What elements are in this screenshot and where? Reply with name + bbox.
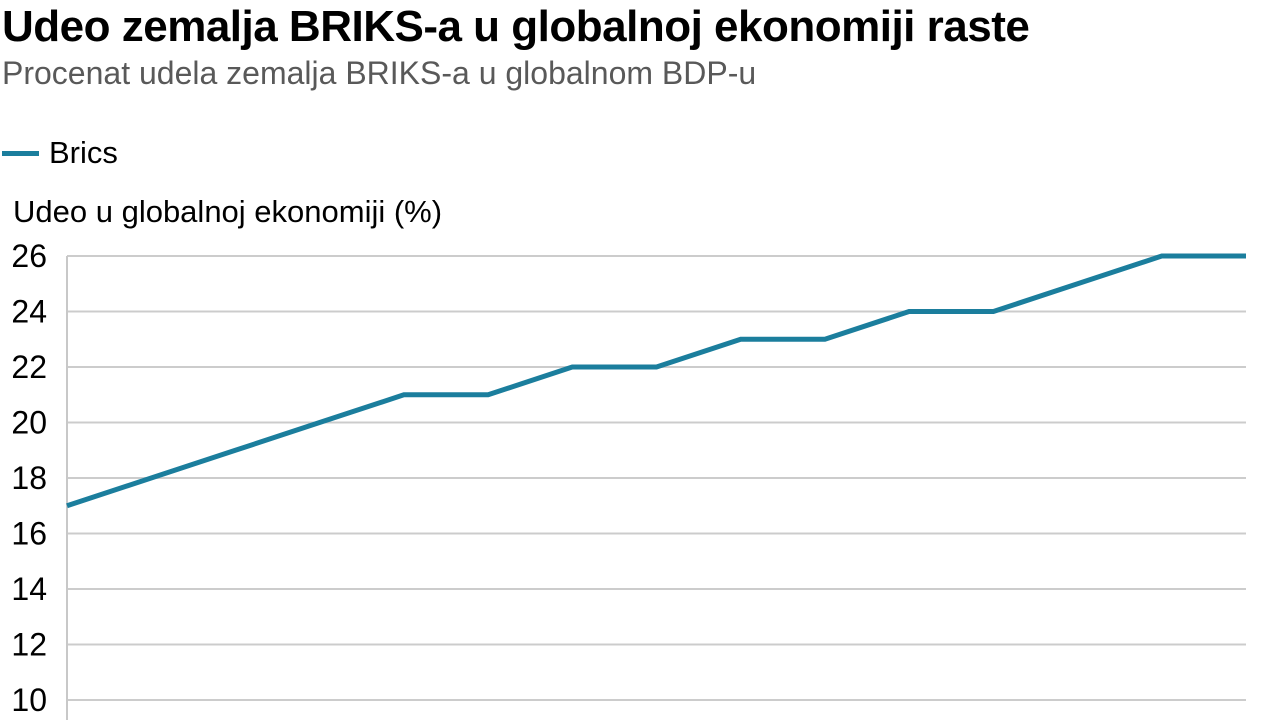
y-tick-label: 12 (11, 627, 47, 663)
y-tick-label: 22 (11, 349, 47, 385)
legend: Brics (2, 135, 118, 170)
chart-title: Udeo zemalja BRIKS-a u globalnoj ekonomi… (2, 2, 1030, 51)
y-tick-label: 24 (11, 294, 47, 330)
y-tick-label: 18 (11, 460, 47, 496)
y-tick-label: 10 (11, 682, 47, 718)
y-axis-title: Udeo u globalnoj ekonomiji (%) (13, 194, 443, 229)
y-tick-label: 26 (11, 238, 47, 274)
y-tick-label: 20 (11, 405, 47, 441)
y-tick-label: 14 (11, 571, 47, 607)
y-tick-label: 16 (11, 516, 47, 552)
legend-line-swatch-icon (2, 150, 39, 156)
series-line-brics (66, 253, 1246, 509)
legend-label: Brics (49, 135, 118, 170)
chart-subtitle: Procenat udela zemalja BRIKS-a u globaln… (2, 55, 757, 91)
